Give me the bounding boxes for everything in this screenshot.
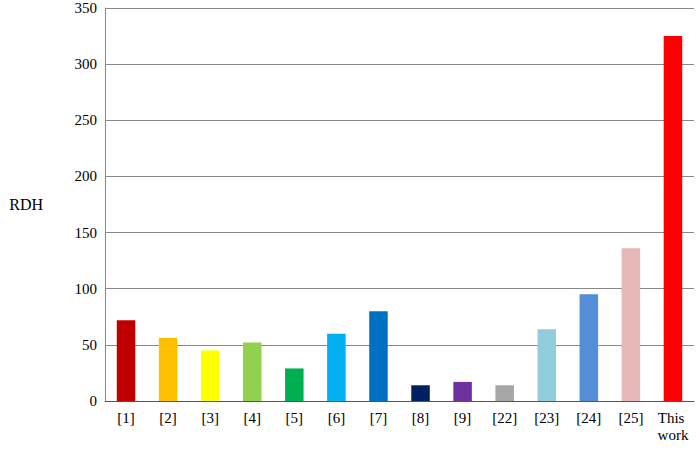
- svg-text:[5]: [5]: [286, 410, 304, 426]
- svg-text:[1]: [1]: [117, 410, 135, 426]
- svg-text:250: 250: [75, 112, 98, 128]
- svg-text:[7]: [7]: [370, 410, 388, 426]
- svg-text:200: 200: [75, 168, 98, 184]
- svg-text:[4]: [4]: [244, 410, 262, 426]
- svg-text:300: 300: [75, 56, 98, 72]
- svg-text:[9]: [9]: [454, 410, 472, 426]
- svg-text:150: 150: [75, 225, 98, 241]
- svg-text:RDH: RDH: [9, 196, 43, 213]
- svg-text:350: 350: [75, 0, 98, 16]
- svg-text:0: 0: [90, 393, 98, 409]
- svg-text:[24]: [24]: [576, 410, 601, 426]
- svg-text:[22]: [22]: [492, 410, 517, 426]
- svg-text:[3]: [3]: [201, 410, 219, 426]
- svg-text:This: This: [658, 410, 688, 426]
- svg-text:[8]: [8]: [412, 410, 430, 426]
- svg-text:[25]: [25]: [618, 410, 643, 426]
- svg-text:[23]: [23]: [534, 410, 559, 426]
- svg-text:50: 50: [82, 337, 97, 353]
- svg-text:work: work: [658, 427, 689, 443]
- svg-text:[2]: [2]: [159, 410, 177, 426]
- svg-text:[6]: [6]: [328, 410, 346, 426]
- svg-text:100: 100: [75, 281, 98, 297]
